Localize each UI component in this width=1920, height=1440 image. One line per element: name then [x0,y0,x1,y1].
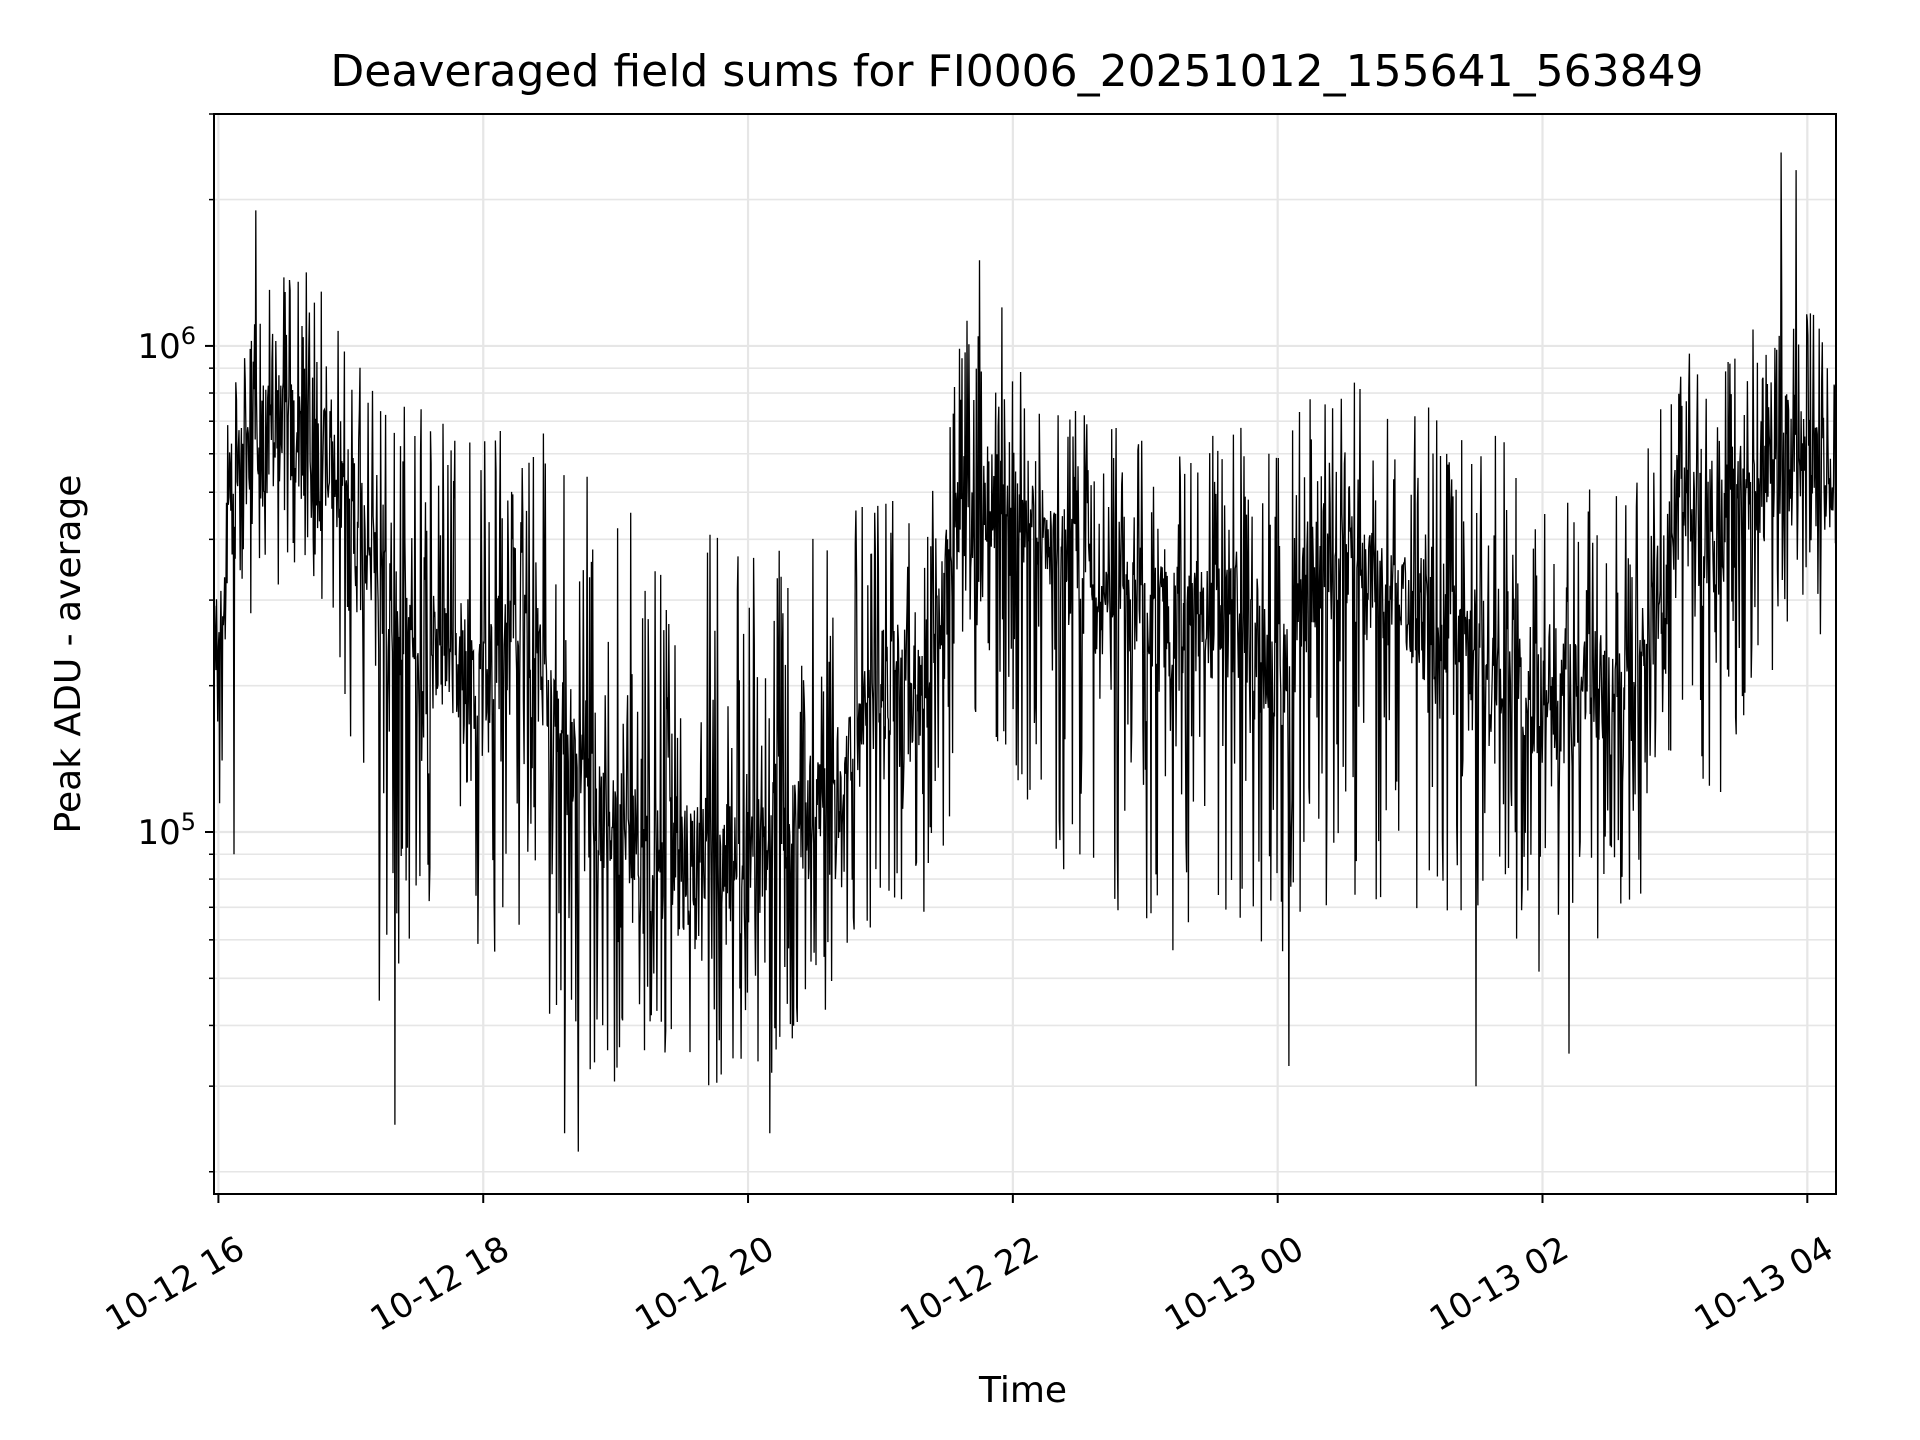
y-axis-label: Peak ADU - average [48,475,89,834]
plot-frame [213,113,1837,1195]
chart-title: Deaveraged field sums for FI0006_2025101… [330,46,1703,97]
y-axis: 105 106 [137,113,214,1173]
series-line [213,152,1837,1152]
data-series-line [213,152,1837,1152]
y-tick-label: 106 [137,322,196,367]
y-tick-label: 105 [137,808,196,853]
x-axis-label: Time [978,1370,1067,1411]
